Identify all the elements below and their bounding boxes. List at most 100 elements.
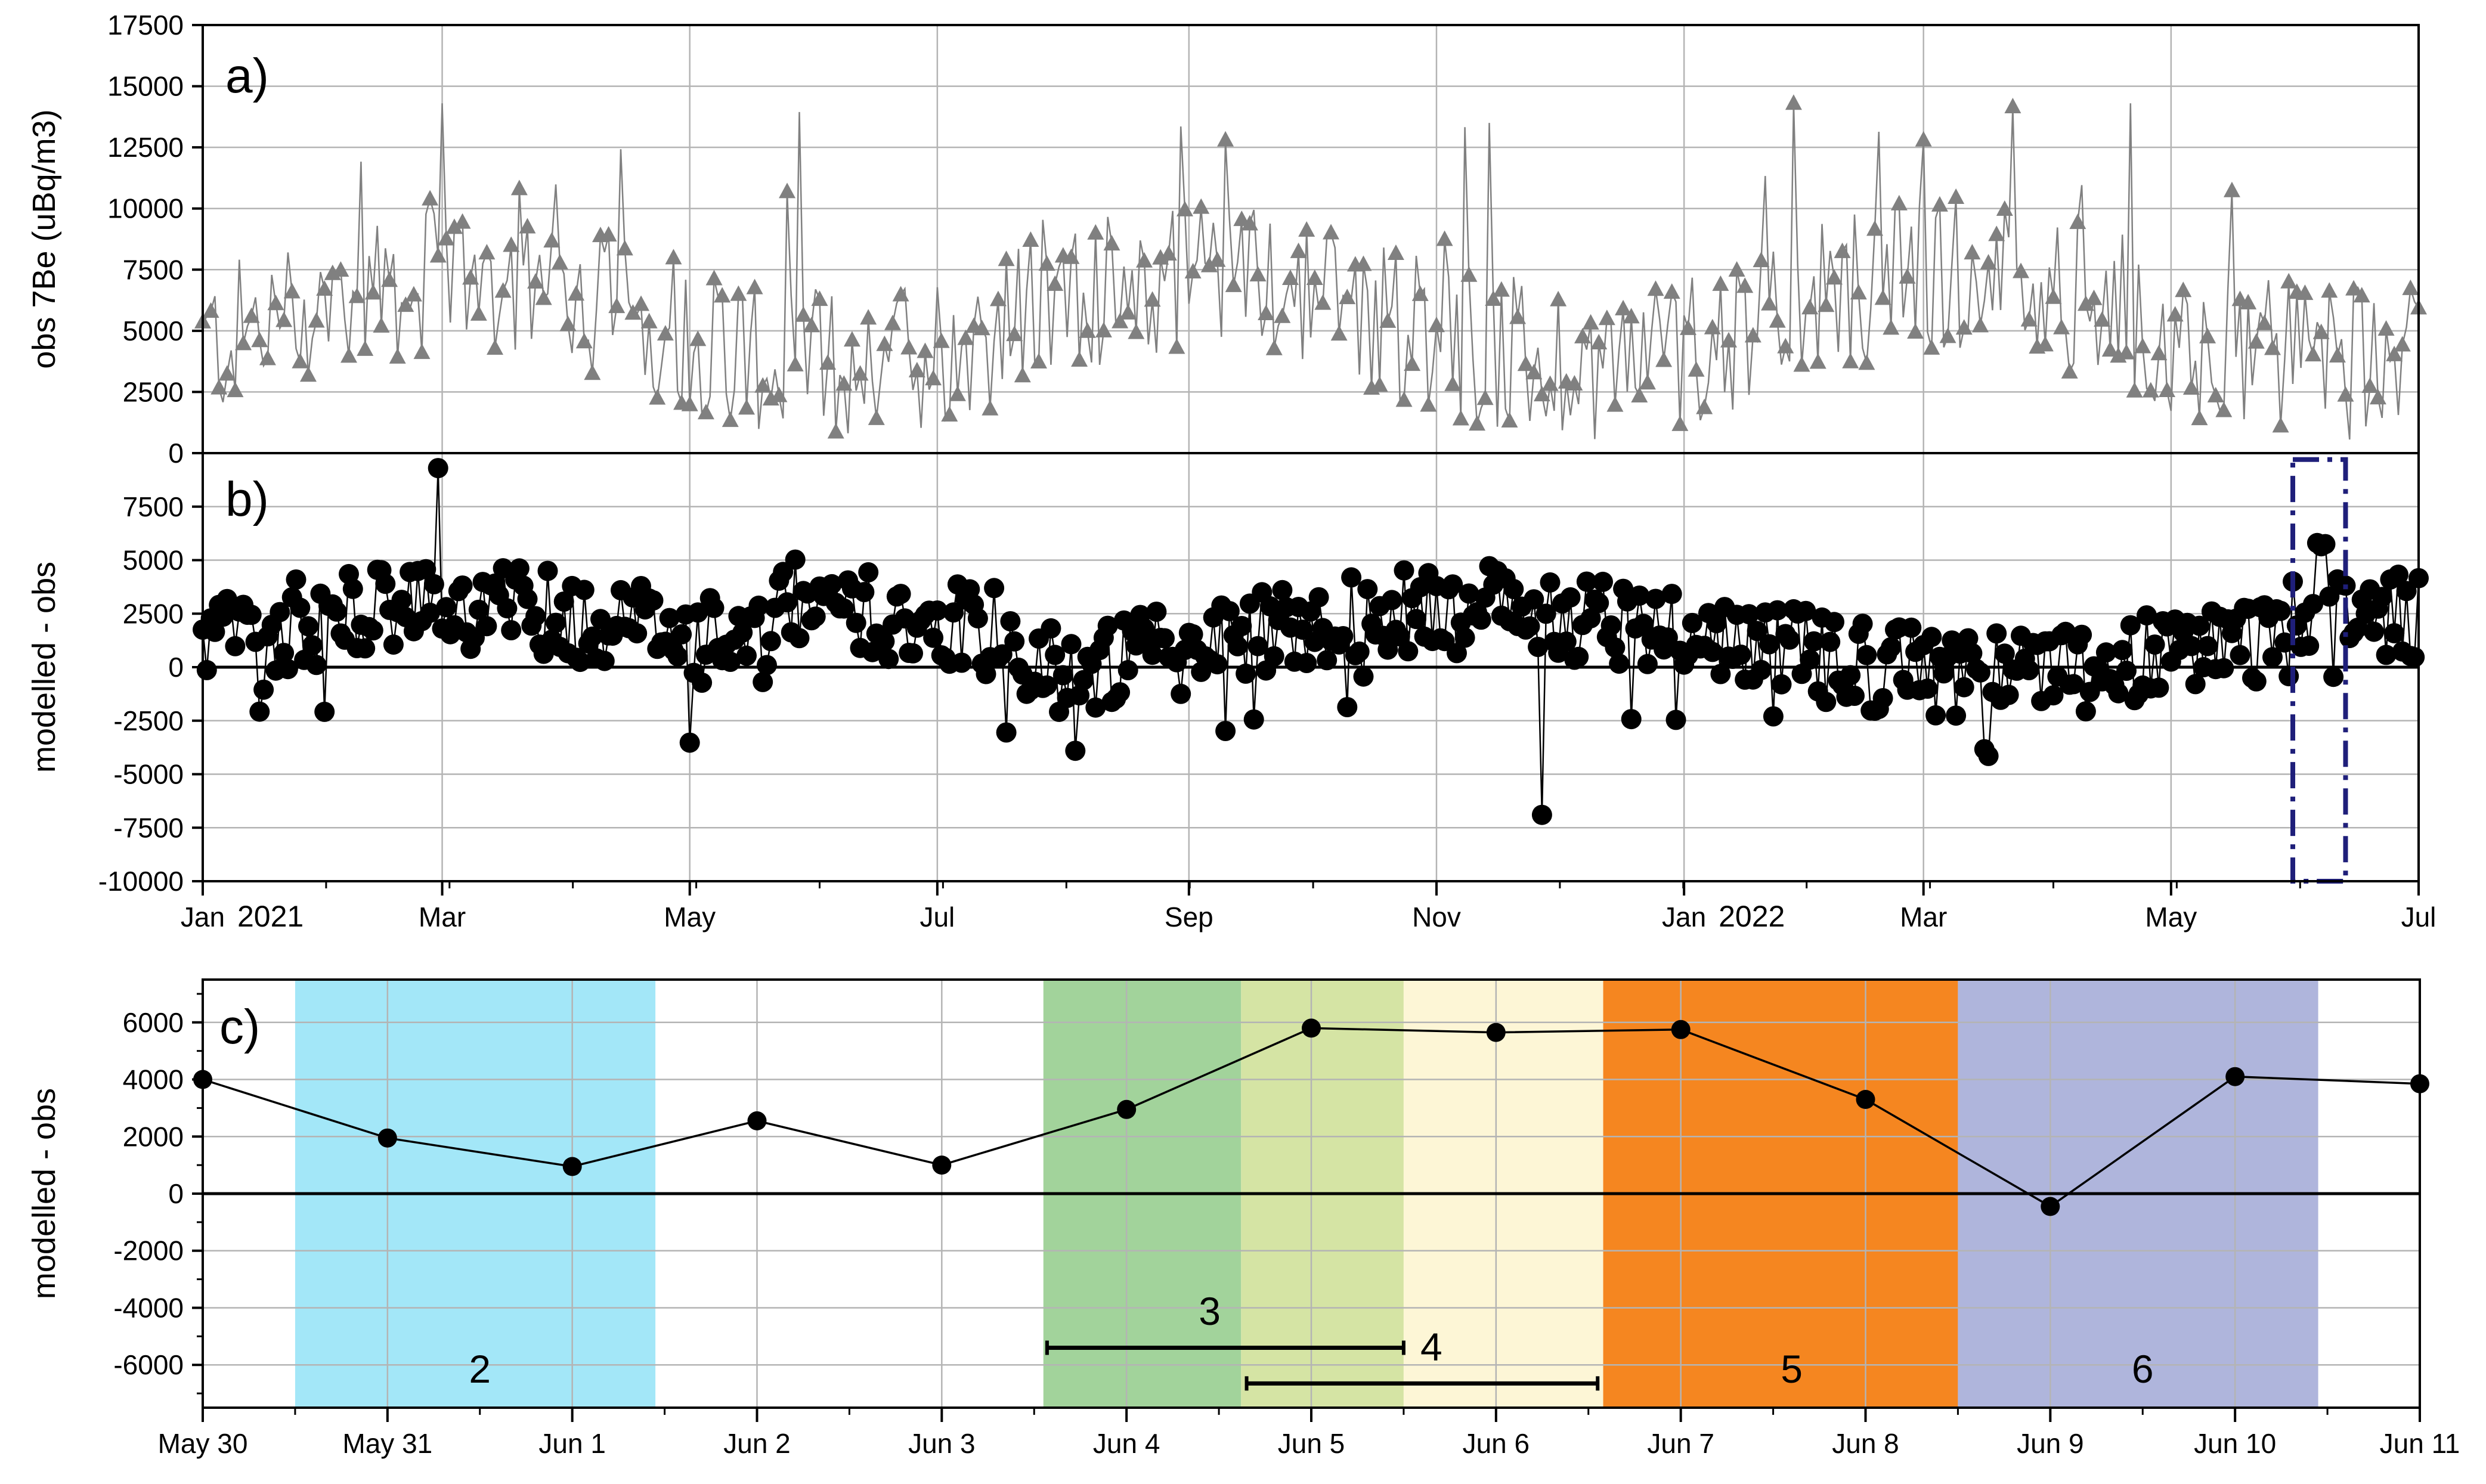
point (225, 636, 246, 656)
triangle-point (373, 317, 390, 333)
point (2116, 661, 2137, 681)
point (2055, 621, 2076, 642)
triangle-point (1939, 327, 1956, 343)
triangle-point (1209, 251, 1226, 267)
point (773, 562, 794, 583)
triangle-point (543, 232, 561, 248)
point (1447, 643, 1467, 664)
point (1747, 621, 1767, 642)
point (274, 643, 295, 664)
xtick-label-c: May 30 (158, 1428, 248, 1459)
point (785, 549, 806, 570)
triangle-point (2166, 306, 2184, 322)
xtick-label-c: May 31 (342, 1428, 432, 1459)
triangle-point (2369, 389, 2386, 405)
band-label: 2 (469, 1347, 491, 1391)
point (874, 631, 895, 652)
band-labels-c: 2 5 6 (469, 1347, 2153, 1391)
triangle-point (1793, 356, 1810, 372)
triangle-point (1842, 352, 1859, 368)
point (805, 606, 826, 627)
triangle-point (1736, 277, 1754, 293)
triangle-point (267, 295, 284, 311)
triangle-point (445, 218, 463, 234)
point (1503, 579, 1524, 599)
xticks-b: Jan Mar May Jul Sep Nov Jan Mar May Jul 2021 2022 (181, 881, 2436, 933)
point (1470, 609, 1491, 630)
point (923, 627, 944, 648)
triangle-point (1566, 375, 1583, 391)
year-label: 2022 (1719, 900, 1785, 933)
point (375, 574, 396, 594)
triangle-point (689, 330, 707, 346)
triangle-point (1428, 317, 1445, 333)
point (2404, 647, 2425, 668)
xtick-label-b: May (664, 901, 716, 932)
point (1333, 626, 1354, 646)
triangle-point (381, 271, 398, 287)
xticks-c: May 30 May 31 Jun 1 Jun 2 Jun 3 Jun 4 Jun 5 Jun… (158, 1408, 2460, 1459)
triangle-point (316, 280, 333, 296)
xtick-label-c: Jun 1 (538, 1428, 606, 1459)
panel-label-c: c) (219, 1000, 260, 1054)
triangle-point (1931, 196, 1948, 212)
triangle-point (876, 335, 893, 351)
triangle-point (1079, 322, 1096, 338)
point (1519, 616, 1540, 637)
triangle-point (649, 389, 666, 405)
xtick-label-b: Sep (1165, 901, 1213, 932)
point (1247, 636, 1268, 656)
triangle-point (487, 339, 504, 355)
point (1706, 613, 1727, 634)
triangle-point (1193, 198, 1210, 214)
triangle-point (1355, 255, 1372, 271)
point (574, 580, 595, 600)
point (1580, 608, 1601, 628)
point (537, 560, 558, 581)
ytick-label-c: -6000 (113, 1349, 184, 1380)
xtick-label-c: Jun 6 (1463, 1428, 1530, 1459)
triangle-point (1801, 299, 1819, 315)
point (1454, 627, 1475, 648)
ytick-label-b: -5000 (113, 759, 184, 790)
triangle-point (1063, 248, 1080, 264)
point (1337, 697, 1358, 717)
triangle-point (852, 365, 869, 381)
triangle-point (1485, 290, 1502, 306)
point (732, 622, 753, 643)
triangle-point (1274, 307, 1291, 323)
point (1207, 654, 1228, 675)
point (582, 626, 603, 647)
triangle-point (1306, 269, 1323, 286)
triangle-point (1525, 364, 1543, 380)
triangle-point (559, 315, 577, 332)
triangle-point (535, 289, 552, 305)
point (1629, 585, 1650, 606)
point (1353, 666, 1374, 687)
triangle-point (1850, 284, 1867, 300)
triangle-point (1541, 375, 1559, 391)
triangle-point (1071, 351, 1088, 367)
triangle-point (1030, 353, 1048, 369)
triangle-point (1606, 396, 1624, 412)
triangle-point (900, 339, 918, 355)
point (1317, 650, 1338, 671)
triangle-point (568, 285, 585, 301)
ytick-label-a: 10000 (107, 193, 184, 224)
triangle-point (519, 218, 536, 234)
triangle-point (299, 366, 317, 382)
triangle-point (1866, 220, 1884, 236)
point (1682, 612, 1702, 633)
panel-label-a: a) (225, 49, 269, 103)
triangle-point (1281, 269, 1299, 285)
triangle-point (1753, 252, 1770, 268)
triangle-point (2402, 279, 2419, 295)
ytick-label-c: 0 (168, 1178, 184, 1209)
triangle-point (989, 290, 1007, 306)
point (1962, 643, 1983, 664)
triangle-point (1047, 275, 1064, 291)
triangle-point (1923, 339, 1940, 355)
point (1671, 1020, 1691, 1039)
point (748, 595, 769, 616)
triangle-point (227, 382, 244, 398)
